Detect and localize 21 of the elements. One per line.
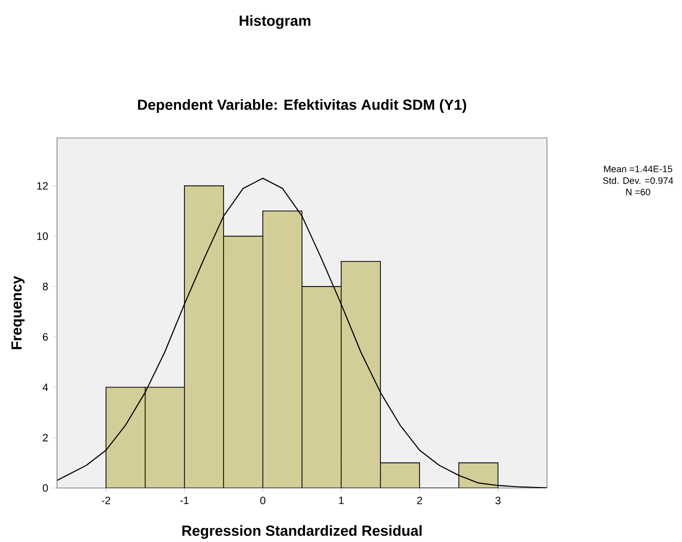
y-tick-label: 4 xyxy=(42,384,48,391)
text: Std. Dev. =0.974 xyxy=(603,177,674,184)
x-tick-label: 3 xyxy=(495,496,500,504)
chart-title: Histogram xyxy=(240,15,310,29)
x-tick-label: 2 xyxy=(417,496,422,504)
x-axis-title: Regression Standardized Residual xyxy=(182,525,422,539)
line-series xyxy=(57,178,547,488)
y-tick-label: 12 xyxy=(37,182,48,190)
y-tick-label: 8 xyxy=(42,282,48,290)
x-tick-label: 1 xyxy=(339,496,344,504)
y-tick-label: 2 xyxy=(42,434,48,442)
x-tick-label: -1 xyxy=(180,496,189,504)
text: N =60 xyxy=(626,188,650,196)
x-tick-label: -2 xyxy=(102,496,110,504)
y-tick-label: 6 xyxy=(42,333,48,341)
y-tick-label: 10 xyxy=(37,232,48,240)
chart-subtitle: Dependent Variable: Efektivitas Audit SDM (Y1) xyxy=(138,99,466,113)
text: Mean =1.44E-15 xyxy=(604,166,672,172)
y-tick-label: 0 xyxy=(42,484,48,492)
x-tick-label: 0 xyxy=(260,496,266,504)
y-axis-title: Frequency xyxy=(11,276,25,350)
